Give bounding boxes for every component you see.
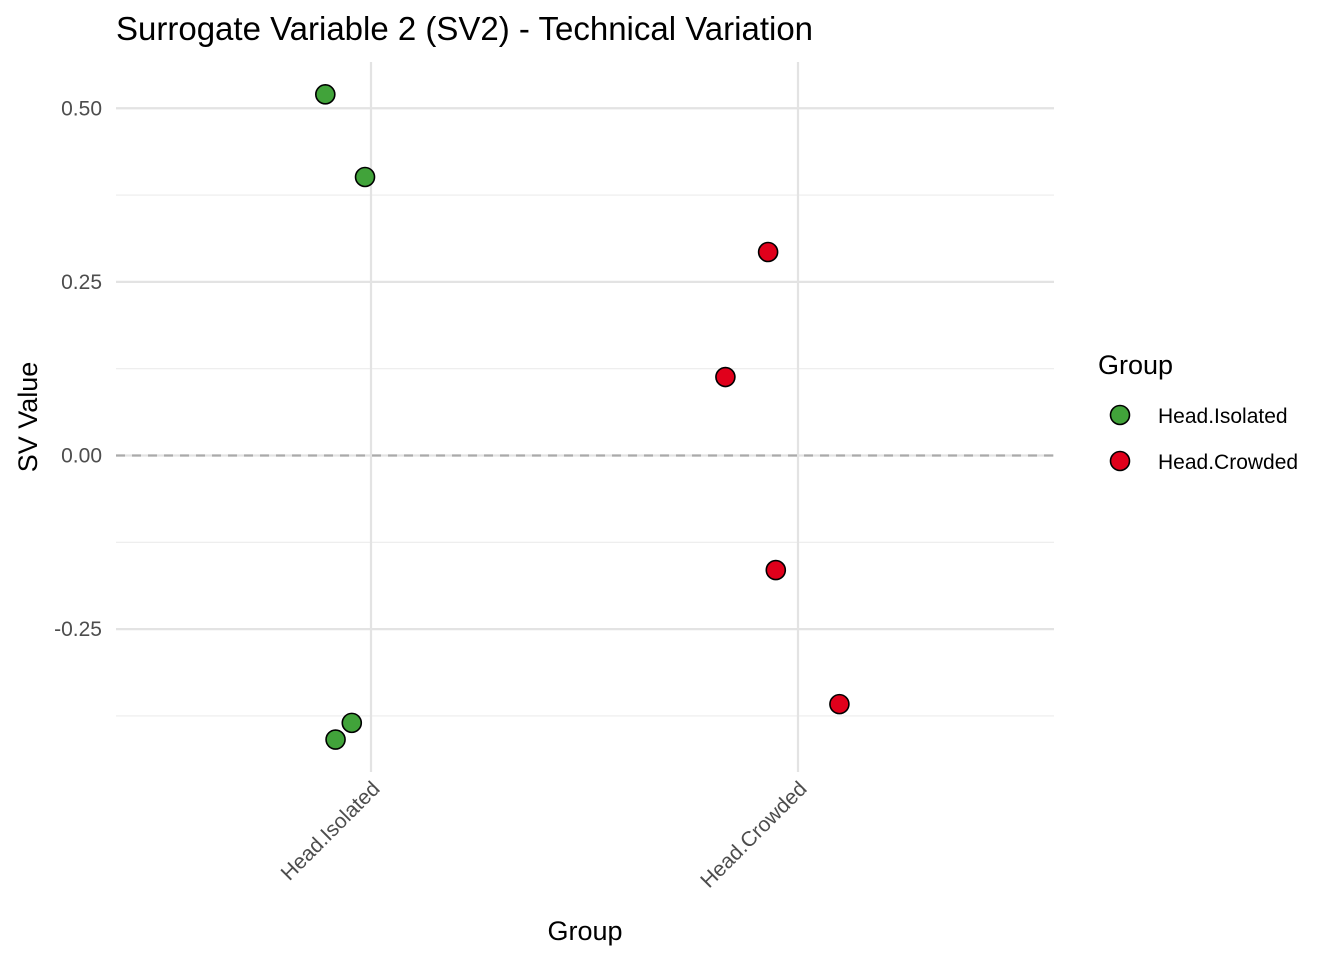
- legend: Group Head.Isolated Head.Crowded: [1098, 350, 1298, 474]
- grid: [116, 62, 1054, 772]
- point-head-crowded-3: [829, 693, 850, 715]
- legend-label-1: Head.Crowded: [1158, 451, 1298, 474]
- data-points: [315, 84, 850, 750]
- x-tick-label-1: Head.Crowded: [696, 777, 811, 892]
- legend-key-0: [1109, 404, 1131, 426]
- point-head-crowded-2: [765, 559, 787, 581]
- legend-key-1: [1109, 450, 1131, 472]
- point-head-crowded-0: [757, 241, 779, 263]
- chart-title: Surrogate Variable 2 (SV2) - Technical V…: [116, 10, 813, 47]
- legend-label-0: Head.Isolated: [1158, 405, 1288, 428]
- y-tick-label-2: 0.00: [61, 445, 102, 468]
- x-axis-title: Group: [547, 916, 622, 946]
- y-tick-label-0: 0.50: [61, 97, 102, 120]
- y-tick-label-1: 0.25: [61, 271, 102, 294]
- point-head-isolated-0: [315, 84, 336, 105]
- y-tick-label-3: -0.25: [54, 618, 102, 641]
- y-axis-title: SV Value: [13, 362, 43, 473]
- point-head-isolated-2: [341, 712, 363, 734]
- legend-title: Group: [1098, 350, 1173, 380]
- x-tick-label-0: Head.Isolated: [277, 777, 385, 885]
- point-head-crowded-1: [715, 366, 736, 388]
- point-head-isolated-1: [354, 166, 376, 188]
- x-axis-ticks: Head.Isolated Head.Crowded: [277, 777, 812, 892]
- point-head-isolated-3: [325, 729, 346, 750]
- y-axis-ticks: 0.50 0.25 0.00 -0.25: [54, 97, 102, 641]
